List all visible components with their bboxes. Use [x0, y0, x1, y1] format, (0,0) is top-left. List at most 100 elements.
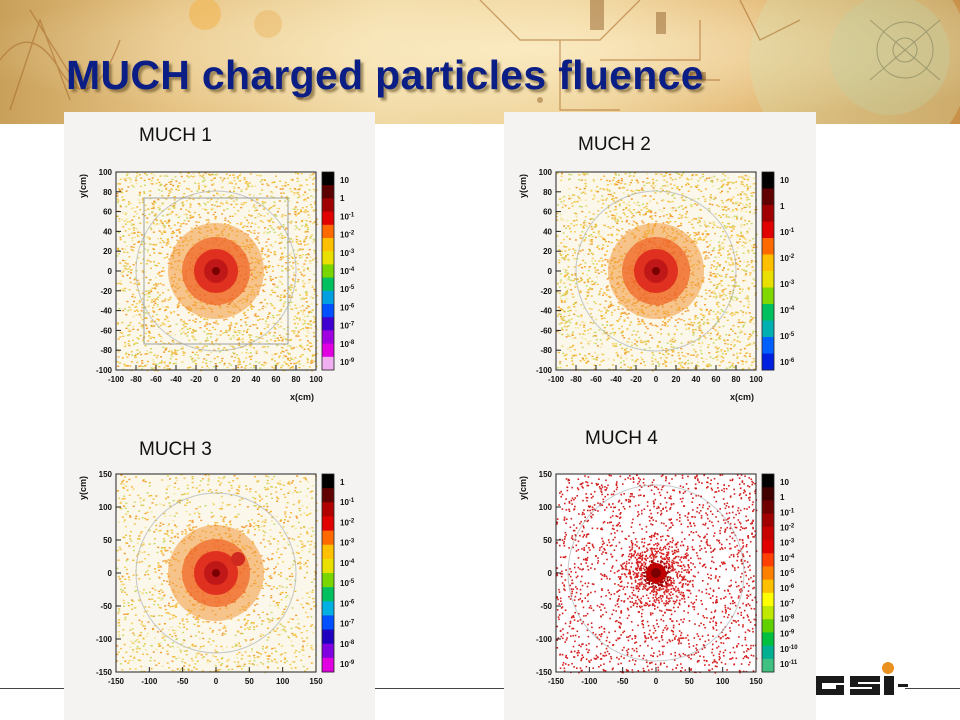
y-tick-label: -50	[100, 602, 112, 611]
footer-rule-right	[905, 688, 960, 689]
y-tick-label: 50	[543, 536, 552, 545]
plot-label-much2: MUCH 2	[578, 134, 651, 155]
colorbar-label: 10-3	[780, 539, 795, 548]
colorbar-label: 10-9	[780, 630, 795, 639]
x-tick-label: -100	[108, 375, 125, 384]
colorbar-label: 10-6	[340, 303, 355, 312]
y-tick-label: 0	[548, 267, 553, 276]
y-tick-label: -20	[540, 287, 552, 296]
x-axis-label: x(cm)	[730, 392, 754, 402]
y-tick-label: -40	[100, 307, 112, 316]
y-tick-label: 80	[543, 188, 552, 197]
colorbar-label: 10-7	[340, 620, 355, 629]
x-tick-label: 20	[232, 375, 241, 384]
x-tick-label: 100	[716, 677, 730, 686]
acceptance-ring	[135, 492, 297, 654]
colorbar-label: 10-6	[780, 358, 795, 367]
fluence-plot-much4: -150 -100 -50 0 50 100 150 150 100 50 0 -50 -100 -150…	[518, 470, 798, 686]
acceptance-ring	[567, 484, 745, 662]
y-tick-label: 100	[99, 168, 113, 177]
x-tick-label: -150	[108, 677, 125, 686]
colorbar-label: 10-6	[340, 599, 355, 608]
colorbar-label: 10-2	[340, 231, 355, 240]
colorbar-label: 10-1	[780, 228, 795, 237]
y-tick-label: 40	[103, 227, 112, 236]
x-axis-label: x(cm)	[290, 392, 314, 402]
y-tick-label: 0	[548, 569, 553, 578]
x-tick-label: 60	[272, 375, 281, 384]
colorbar-label: 10-2	[340, 518, 355, 527]
colorbar-label: 10-7	[340, 322, 355, 331]
y-tick-label: 100	[99, 503, 113, 512]
plot-label-much1: MUCH 1	[139, 125, 212, 146]
x-tick-label: 50	[685, 677, 694, 686]
colorbar-label: 10	[340, 176, 349, 185]
colorbar-label: 10-1	[340, 212, 355, 221]
plot-label-much4: MUCH 4	[585, 428, 658, 449]
x-tick-label: -150	[548, 677, 565, 686]
acceptance-ring	[575, 190, 737, 352]
y-tick-label: -60	[100, 326, 112, 335]
colorbar-label: 10-2	[780, 524, 795, 533]
colorbar-label: 10-10	[780, 645, 798, 654]
y-tick-label: 40	[543, 227, 552, 236]
plot-label-much3: MUCH 3	[139, 439, 212, 460]
banner-decoration	[0, 0, 960, 124]
colorbar-label: 10-4	[780, 554, 795, 563]
colorbar-label: 10-1	[780, 508, 795, 517]
x-tick-label: -40	[170, 375, 182, 384]
colorbar-label: 1	[340, 194, 345, 203]
colorbar: 1 10-1 10-2 10-3 10-4 10-5 10-6 10-7 10-8 10-9	[321, 473, 355, 673]
x-tick-label: -60	[590, 375, 602, 384]
x-tick-label: -100	[548, 375, 565, 384]
page-title: MUCH charged particles fluence	[66, 52, 704, 98]
y-tick-label: -100	[536, 635, 553, 644]
fluence-core	[168, 223, 264, 319]
colorbar-label: 10-5	[340, 285, 355, 294]
header-banner: MUCH charged particles fluence	[0, 0, 960, 124]
fluence-core	[616, 533, 696, 614]
y-tick-label: 20	[103, 247, 112, 256]
colorbar-label: 10-1	[340, 498, 355, 507]
y-tick-label: -80	[100, 346, 112, 355]
colorbar-label: 10-2	[780, 254, 795, 263]
colorbar-label: 10-4	[340, 559, 355, 568]
x-tick-label: 100	[749, 375, 763, 384]
x-tick-label: 100	[276, 677, 290, 686]
y-tick-label: 0	[108, 267, 113, 276]
colorbar: 10 1 10-1 10-2 10-3 10-4 10-5 10-6 10-7 10-8 10-9	[321, 171, 355, 371]
x-tick-label: -100	[141, 677, 158, 686]
fluence-plot-much2: -100 -80 -60 -40 -20 0 20 40 60 80 100 100 80 60 40 20 0…	[518, 168, 795, 402]
x-tick-label: 150	[749, 677, 763, 686]
x-tick-label: 60	[712, 375, 721, 384]
colorbar-label: 10-3	[340, 539, 355, 548]
y-axis-label: y(cm)	[518, 174, 528, 198]
y-tick-label: 60	[103, 208, 112, 217]
colorbar-label: 10-9	[340, 358, 355, 367]
x-tick-label: -60	[150, 375, 162, 384]
y-tick-label: -60	[540, 326, 552, 335]
x-tick-label: 0	[214, 677, 219, 686]
y-tick-label: -40	[540, 307, 552, 316]
x-tick-label: -100	[581, 677, 598, 686]
colorbar-label: 10-9	[340, 660, 355, 669]
fluence-plot-much1: -100 -80 -60 -40 -20 0 20 40 60 80 100 100 80 60 40 20 0…	[78, 168, 355, 402]
x-tick-label: 100	[309, 375, 323, 384]
y-tick-label: 60	[543, 208, 552, 217]
colorbar-label: 10-3	[340, 249, 355, 258]
x-tick-label: 40	[692, 375, 701, 384]
footer-rule-middle	[374, 688, 504, 689]
footer-rule-left	[0, 688, 66, 689]
x-tick-label: -50	[617, 677, 629, 686]
x-tick-label: -40	[610, 375, 622, 384]
x-tick-label: 0	[654, 677, 659, 686]
colorbar-label: 10-4	[340, 267, 355, 276]
y-tick-label: -50	[540, 602, 552, 611]
acceptance-ring	[135, 190, 297, 352]
x-tick-label: 50	[245, 677, 254, 686]
y-tick-label: 100	[539, 503, 553, 512]
y-tick-label: 50	[103, 536, 112, 545]
y-tick-label: 20	[543, 247, 552, 256]
x-tick-label: 150	[309, 677, 323, 686]
colorbar-label: 10-5	[340, 579, 355, 588]
